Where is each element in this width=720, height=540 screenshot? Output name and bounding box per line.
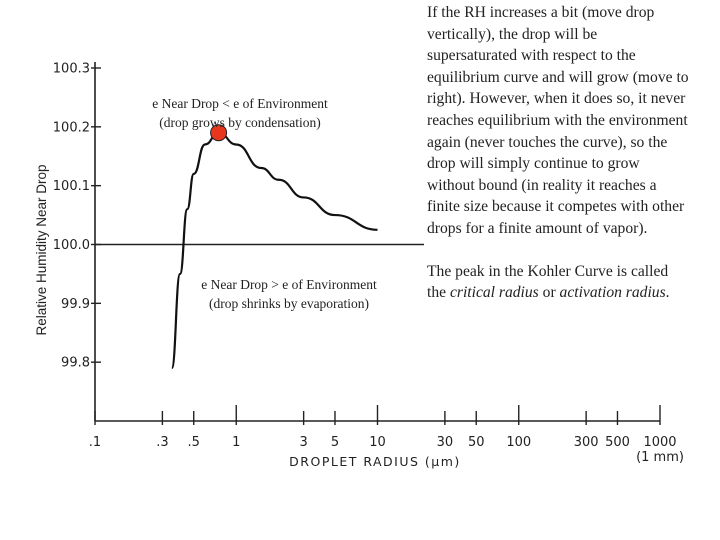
y-tick-label: 100.0 [53,238,90,253]
x-tick-label: .3 [156,435,168,450]
kohler-curve [170,131,378,370]
x-tick-label: .5 [188,435,200,450]
x-tick-label: 10 [369,435,386,450]
annotations: e Near Drop < e of Environment (drop grow… [152,96,377,311]
critical-radius-paragraph: The peak in the Kohler Curve is called t… [427,261,689,304]
x-tick-label: 100 [506,435,531,450]
x-tick-label: .1 [89,435,101,450]
grows-annotation: (drop grows by condensation) [159,115,321,130]
x-tick-label: 30 [437,435,454,450]
y-tick-label: 100.1 [53,179,90,194]
x-axis-label: DROPLET RADIUS (μm) [289,454,461,469]
critical-radius-text-mid: or [538,284,560,302]
critical-radius-text-end: . [665,284,670,302]
grows-annotation: e Near Drop < e of Environment [152,96,328,111]
y-tick-label: 100.3 [53,62,90,77]
y-tick-label: 99.9 [61,297,90,312]
x-tick-label: 300 [574,435,599,450]
explanation-paragraph: If the RH increases a bit (move drop ver… [427,4,689,237]
x-tick-label: 50 [468,435,485,450]
ticks: 99.8 99.9 100.0 100.1 100.2 100.3 .1 .3 .5 1 3 5 10 3… [53,62,684,466]
x-tick-label: 1 [232,435,240,450]
shrinks-annotation: (drop shrinks by evaporation) [209,296,369,311]
y-axis-label: Relative Humidity Near Drop [34,164,49,335]
series [170,124,378,370]
x-tick-label: 5 [331,435,339,450]
critical-radius-marker [210,124,228,142]
activation-radius-term: activation radius [559,284,666,302]
x-tick-label: 1000 [643,435,676,450]
x-tick-label: 500 [605,435,630,450]
x-tick-extra-label: (1 mm) [636,450,684,465]
y-tick-label: 100.2 [53,120,90,135]
critical-radius-text-start: The peak in the Kohler Curve is called t… [427,262,669,302]
critical-radius-term: critical radius [449,284,539,302]
y-tick-label: 99.8 [61,356,90,371]
x-tick-label: 3 [300,435,308,450]
explanation-panel: If the RH increases a bit (move drop ver… [427,2,689,304]
shrinks-annotation: e Near Drop > e of Environment [201,277,377,292]
